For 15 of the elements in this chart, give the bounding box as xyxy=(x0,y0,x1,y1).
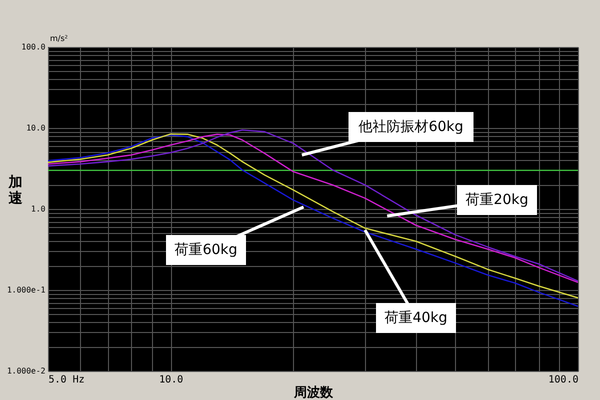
annotation: 他社防振材60kg xyxy=(358,119,464,135)
y-tick-label: 100.0 xyxy=(21,42,46,52)
y-axis-title: 加速 xyxy=(8,174,24,206)
annotation: 荷重40kg xyxy=(384,310,448,326)
x-axis-title: 周波数 xyxy=(293,386,334,400)
annotation: 荷重20kg xyxy=(466,192,528,208)
y-tick-label: 1.000e-2 xyxy=(6,366,46,376)
x-tick-label: 5.0 Hz xyxy=(48,374,85,386)
y-tick-label: 1.0 xyxy=(31,204,46,214)
y-tick-label: 1.000e-1 xyxy=(6,286,46,294)
x-tick-label: 100.0 xyxy=(548,374,578,386)
text: m/s² xyxy=(50,34,68,43)
x-tick-label: 10.0 xyxy=(159,374,184,386)
annotation: 荷重60kg xyxy=(174,242,238,258)
y-tick-label: 10.0 xyxy=(26,124,46,132)
